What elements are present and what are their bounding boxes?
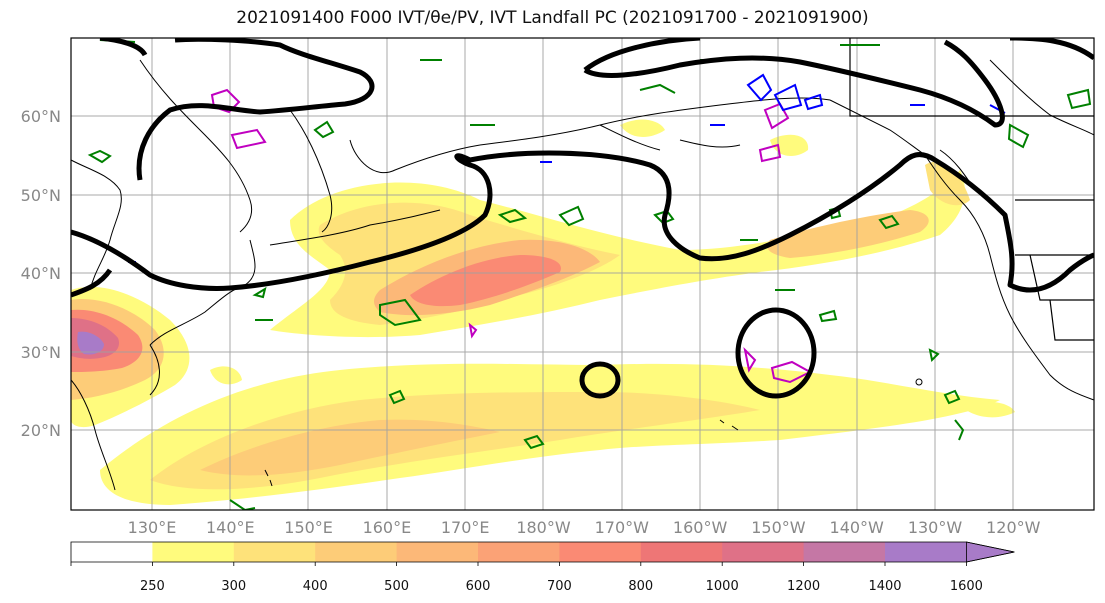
colorbar-label: 400 [303,579,328,594]
lon-label: 140°W [830,518,885,537]
borders [849,38,1094,341]
colorbar-label: 600 [466,579,491,594]
lat-label: 60°N [21,107,61,126]
lon-label: 170°W [595,518,650,537]
lat-label: 30°N [21,343,61,362]
lat-label: 40°N [21,264,61,283]
colorbar-swatch [722,542,805,562]
longitude-labels: 130°E 140°E 150°E 160°E 170°E 180°W 170°W 160°W… [128,518,1041,537]
colorbar-extend-arrow [966,541,1015,563]
lon-label: 120°W [986,518,1041,537]
lon-label: 130°E [128,518,177,537]
colorbar-label: 800 [628,579,653,594]
lon-label: 170°E [441,518,490,537]
colorbar-outline [70,541,1015,563]
lon-label: 150°E [284,518,333,537]
colorbar-swatch [803,542,886,562]
map-frame [70,37,1095,511]
colorbar-label: 500 [384,579,409,594]
colorbar-label: 1600 [950,579,983,594]
colorbar-swatch [559,542,642,562]
lon-label: 150°W [751,518,806,537]
colorbar-label: 300 [221,579,246,594]
magenta-contours [210,88,813,384]
landfall-pc-contours [71,38,1094,399]
latitude-labels: 60°N 50°N 40°N 30°N 20°N [21,107,61,440]
colorbar-label: 1200 [787,579,820,594]
lon-label: 160°W [673,518,728,537]
colorbar-label: 700 [547,579,572,594]
colorbar-label: 1000 [706,579,739,594]
colorbar: 250 300 400 500 600 700 800 1000 1200 1400 1600 [70,541,1015,594]
map-title: 2021091400 F000 IVT/θe/PV, IVT Landfall … [236,8,869,28]
colorbar-swatch [315,542,398,562]
lat-label: 50°N [21,186,61,205]
lon-label: 140°E [206,518,255,537]
colorbar-swatch [233,542,316,562]
colorbar-swatch [640,542,723,562]
colorbar-swatch [396,542,479,562]
colorbar-swatch [478,542,560,562]
ivt-shading [71,119,1015,505]
lon-label: 160°E [363,518,412,537]
lon-label: 130°W [908,518,963,537]
colorbar-swatch [71,542,153,562]
colorbar-label: 250 [140,579,165,594]
colorbar-swatch [885,542,967,562]
colorbar-label: 1400 [868,579,901,594]
lat-label: 20°N [21,421,61,440]
map-area [71,38,1094,510]
colorbar-swatch [152,542,235,562]
lon-label: 180°W [516,518,571,537]
